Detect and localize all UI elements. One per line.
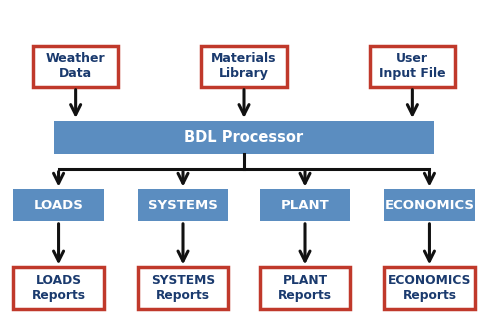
Text: LOADS
Reports: LOADS Reports: [32, 274, 85, 302]
Bar: [260, 189, 350, 221]
Bar: [54, 121, 434, 154]
Bar: [385, 267, 474, 308]
Text: Materials
Library: Materials Library: [211, 52, 277, 80]
Bar: [385, 189, 474, 221]
Bar: [13, 189, 104, 221]
Bar: [201, 45, 286, 87]
Text: BDL Processor: BDL Processor: [184, 130, 304, 145]
Bar: [138, 267, 228, 308]
Text: PLANT
Reports: PLANT Reports: [278, 274, 332, 302]
Text: ECONOMICS
Reports: ECONOMICS Reports: [388, 274, 471, 302]
Text: User
Input File: User Input File: [379, 52, 446, 80]
Text: SYSTEMS
Reports: SYSTEMS Reports: [151, 274, 215, 302]
Text: PLANT: PLANT: [281, 199, 329, 212]
Text: SYSTEMS: SYSTEMS: [148, 199, 218, 212]
Bar: [260, 267, 350, 308]
Text: ECONOMICS: ECONOMICS: [385, 199, 474, 212]
Bar: [138, 189, 228, 221]
Bar: [13, 267, 104, 308]
Text: LOADS: LOADS: [34, 199, 83, 212]
Bar: [33, 45, 119, 87]
Text: Weather
Data: Weather Data: [46, 52, 105, 80]
Bar: [370, 45, 455, 87]
